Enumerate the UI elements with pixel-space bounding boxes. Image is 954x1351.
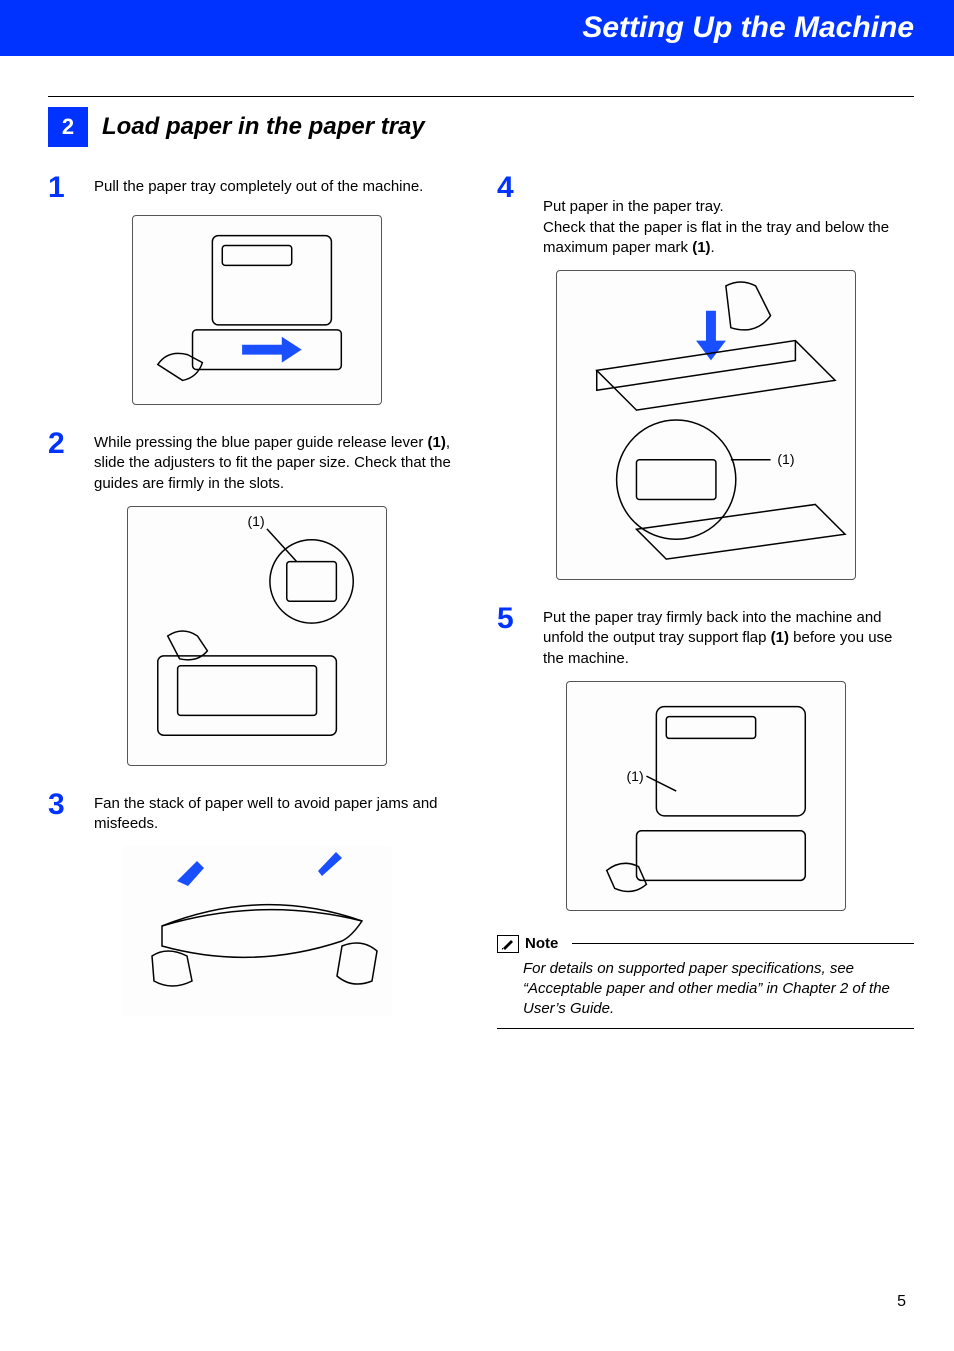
figure-2: (1) <box>48 506 465 766</box>
step-text-a: Put paper in the paper tray. Check that … <box>543 198 889 256</box>
figure-5: (1) <box>497 681 914 911</box>
figure-5-box: (1) <box>566 681 846 911</box>
fan-paper-icon <box>122 846 392 1016</box>
step-text: Pull the paper tray completely out of th… <box>94 173 423 203</box>
content: 2 Load paper in the paper tray 1 Pull th… <box>0 56 954 1040</box>
section-heading: 2 Load paper in the paper tray <box>48 107 914 147</box>
columns: 1 Pull the paper tray completely out of … <box>48 173 914 1040</box>
figure-4: (1) <box>497 270 914 580</box>
step-4: 4 Put paper in the paper tray. Check tha… <box>497 173 914 258</box>
step-ref: (1) <box>692 239 710 256</box>
step-number: 5 <box>497 604 527 669</box>
figure-4-box: (1) <box>556 270 856 580</box>
step-text: While pressing the blue paper guide rele… <box>94 429 465 494</box>
step-text: Fan the stack of paper well to avoid pap… <box>94 790 465 835</box>
step-number: 1 <box>48 173 78 203</box>
figure-1 <box>48 215 465 405</box>
figure-3 <box>48 846 465 1016</box>
step-text: Put the paper tray firmly back into the … <box>543 604 914 669</box>
figure-3-box <box>122 846 392 1016</box>
right-column: 4 Put paper in the paper tray. Check tha… <box>497 173 914 1040</box>
note-block: Note For details on supported paper spec… <box>497 935 914 1029</box>
step-3: 3 Fan the stack of paper well to avoid p… <box>48 790 465 835</box>
step-5: 5 Put the paper tray firmly back into th… <box>497 604 914 669</box>
section-title: Load paper in the paper tray <box>102 113 425 141</box>
note-title: Note <box>525 935 558 952</box>
figure-1-box <box>132 215 382 405</box>
step-number: 3 <box>48 790 78 835</box>
printer-flap-icon <box>567 681 845 911</box>
step-1: 1 Pull the paper tray completely out of … <box>48 173 465 203</box>
section-badge: 2 <box>48 107 88 147</box>
step-text: Put paper in the paper tray. Check that … <box>543 173 914 258</box>
left-column: 1 Pull the paper tray completely out of … <box>48 173 465 1040</box>
figure-4-callout: (1) <box>777 451 794 467</box>
step-text-a: While pressing the blue paper guide rele… <box>94 434 428 451</box>
figure-2-callout: (1) <box>248 513 265 529</box>
paper-guide-icon <box>128 506 386 766</box>
figure-5-callout: (1) <box>627 768 644 784</box>
header-title: Setting Up the Machine <box>582 11 914 45</box>
page-number: 5 <box>897 1293 906 1311</box>
note-header: Note <box>497 935 914 953</box>
printer-tray-out-icon <box>133 215 381 405</box>
step-number: 2 <box>48 429 78 494</box>
step-number: 4 <box>497 173 527 258</box>
step-text-b: . <box>711 239 715 256</box>
load-paper-icon <box>557 270 855 580</box>
figure-2-box: (1) <box>127 506 387 766</box>
note-header-rule <box>572 943 914 944</box>
page: Setting Up the Machine 2 Load paper in t… <box>0 0 954 1351</box>
note-body: For details on supported paper specifica… <box>497 953 914 1029</box>
header-bar: Setting Up the Machine <box>0 0 954 56</box>
step-ref: (1) <box>428 434 446 451</box>
step-2: 2 While pressing the blue paper guide re… <box>48 429 465 494</box>
section-rule <box>48 96 914 97</box>
step-ref: (1) <box>771 629 789 646</box>
note-icon <box>497 935 519 953</box>
